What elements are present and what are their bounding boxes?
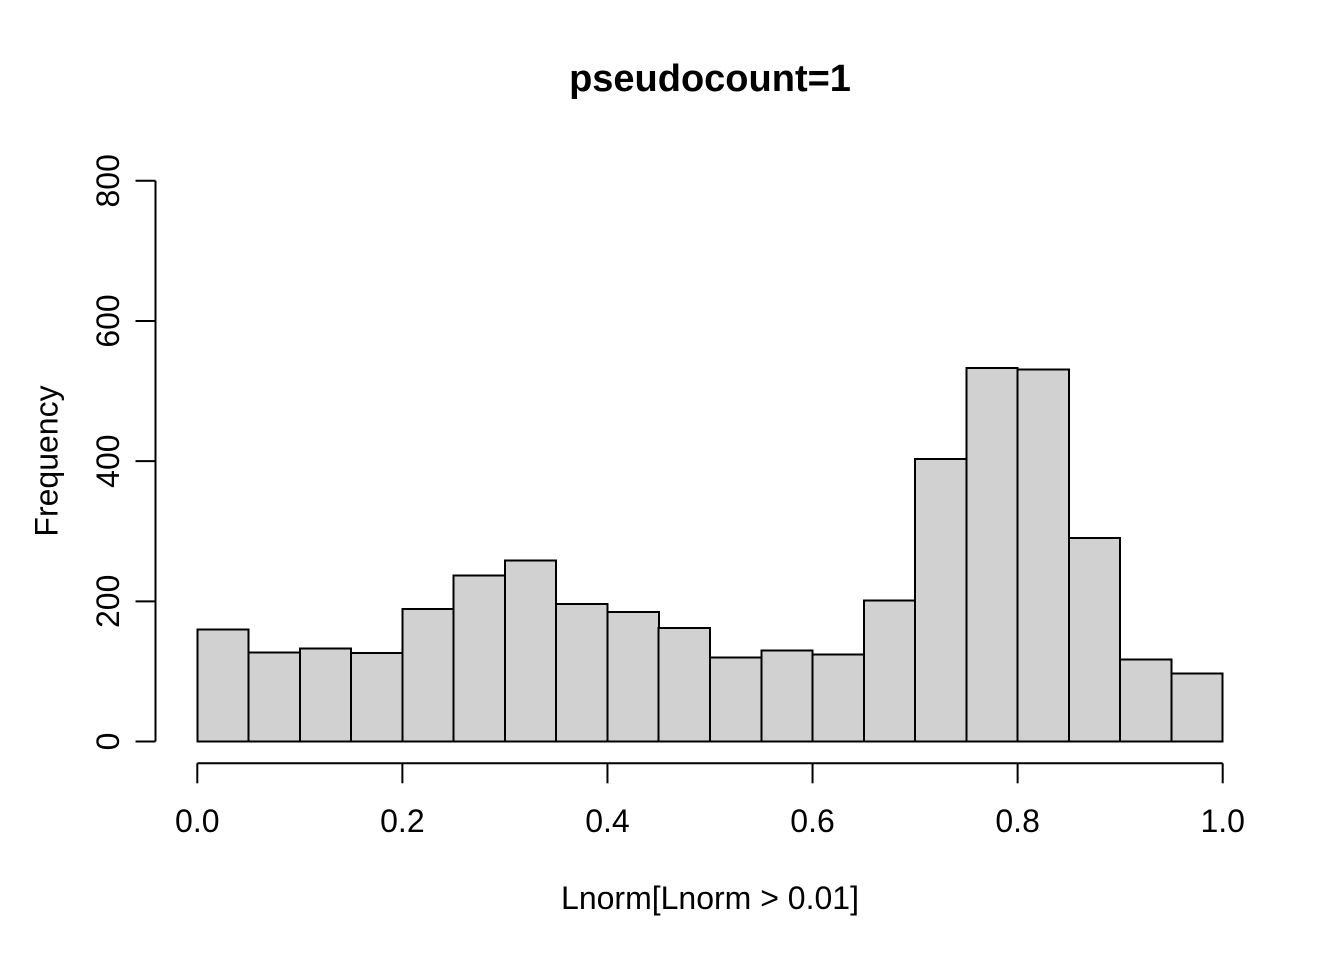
histogram-bar — [965, 366, 1019, 743]
histogram-bar — [247, 651, 301, 743]
histogram-bar — [760, 649, 814, 743]
histogram-bar — [914, 458, 968, 743]
histogram-bar — [657, 627, 712, 743]
histogram-bar — [709, 656, 763, 743]
y-axis-tick-label: 400 — [90, 434, 126, 487]
histogram-bar — [452, 574, 507, 743]
histogram-bar — [196, 628, 250, 743]
y-axis-tick-label: 600 — [90, 294, 126, 347]
x-axis-tick-label: 1.0 — [1200, 803, 1244, 839]
histogram-bar — [503, 559, 558, 743]
histogram-bar — [350, 652, 404, 743]
x-axis-label: Lnorm[Lnorm > 0.01] — [561, 880, 859, 916]
histogram-bar — [1016, 368, 1070, 743]
x-axis-tick-label: 0.6 — [790, 803, 834, 839]
x-axis-tick-label: 0.0 — [175, 803, 219, 839]
histogram-bar — [1067, 537, 1122, 743]
x-axis-tick-label: 0.2 — [380, 803, 424, 839]
histogram-bar — [298, 647, 353, 743]
histogram-bar — [606, 610, 660, 743]
y-axis-tick-label: 200 — [90, 575, 126, 628]
x-axis-tick-label: 0.8 — [995, 803, 1039, 839]
histogram-bar — [1119, 658, 1173, 743]
histogram-bar — [555, 603, 609, 743]
y-axis-tick-label: 800 — [90, 154, 126, 207]
y-axis-tick-label: 0 — [90, 733, 126, 751]
histogram-bar — [862, 599, 917, 743]
histogram-bar — [1170, 672, 1224, 743]
chart-title: pseudocount=1 — [569, 58, 851, 100]
histogram-bar — [401, 608, 455, 743]
x-axis-tick-label: 0.4 — [585, 803, 629, 839]
histogram-bar — [811, 653, 865, 743]
